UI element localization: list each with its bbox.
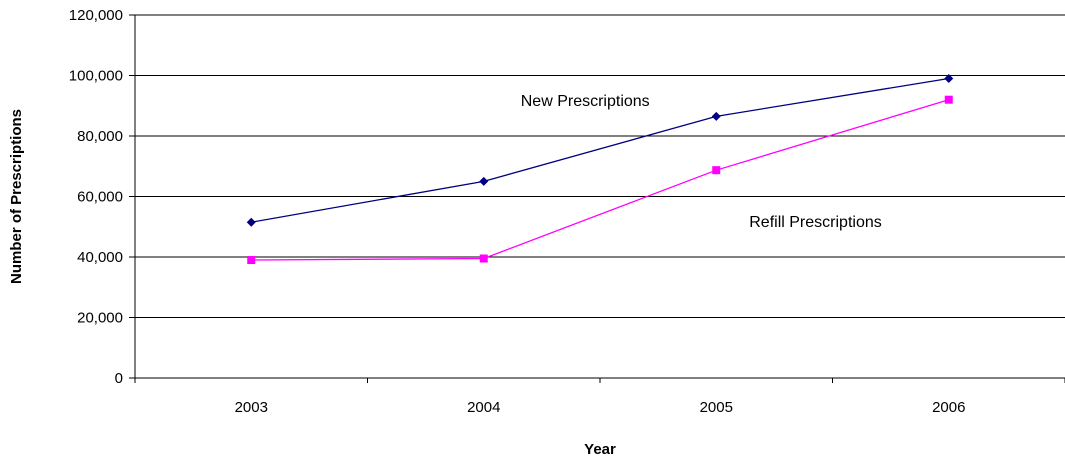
y-tick-label: 20,000 — [77, 310, 123, 327]
data-point-square — [479, 254, 488, 263]
y-axis-title: Number of Prescriptions — [8, 109, 25, 284]
data-point-diamond — [944, 74, 954, 84]
x-tick-label: 2004 — [467, 399, 500, 416]
data-point-diamond — [246, 217, 256, 227]
annotation-refill-prescriptions: Refill Prescriptions — [749, 214, 881, 231]
series-line-1 — [251, 99, 949, 261]
y-tick-label: 60,000 — [77, 189, 123, 206]
data-point-square — [944, 95, 953, 104]
data-point-square — [247, 256, 256, 265]
axes — [129, 14, 1065, 383]
gridlines — [135, 14, 1065, 318]
x-tick-label: 2005 — [700, 399, 733, 416]
y-tick-label: 40,000 — [77, 249, 123, 266]
y-tick-label: 100,000 — [69, 68, 123, 85]
y-tick-label: 0 — [115, 370, 123, 387]
series-line-0 — [251, 77, 949, 223]
x-tick-label: 2006 — [932, 399, 965, 416]
x-axis-title: Year — [584, 441, 616, 458]
data-point-diamond — [479, 176, 489, 186]
annotation-new-prescriptions: New Prescriptions — [521, 93, 650, 110]
x-tick-label: 2003 — [235, 399, 268, 416]
y-tick-label: 80,000 — [77, 128, 123, 145]
y-tick-label: 120,000 — [69, 7, 123, 24]
data-point-diamond — [711, 111, 721, 121]
data-point-square — [712, 166, 721, 175]
series — [246, 74, 954, 265]
chart-text: Year Number of Prescriptions New Prescri… — [8, 7, 965, 458]
